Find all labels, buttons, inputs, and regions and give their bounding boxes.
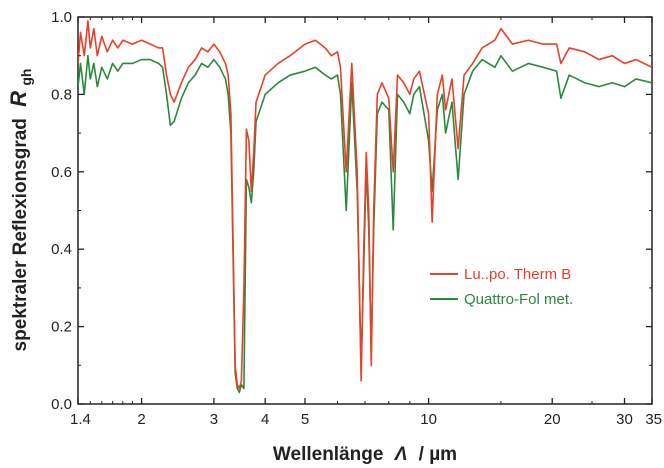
- x-tick-label: 1.4: [70, 411, 91, 428]
- x-tick-label: 30: [616, 411, 633, 428]
- y-axis-title: spektraler Reflexionsgrad R gh: [6, 69, 34, 352]
- series-line-0: [78, 20, 652, 390]
- x-tick-label: 3: [210, 411, 218, 428]
- y-tick-label: 1.0: [51, 9, 72, 26]
- x-tick-label: 4: [261, 411, 269, 428]
- x-tick-label: 10: [420, 411, 437, 428]
- y-tick-label: 0.0: [51, 396, 72, 413]
- tick-layer: 0.0 0.2 0.4 0.6 0.8 1.0 1.4 2 3 4 5 10 20 30 35: [51, 9, 662, 428]
- plot-area: 0.0 0.2 0.4 0.6 0.8 1.0 1.4 2 3 4 5 10 20 30 35: [51, 9, 662, 428]
- svg-text:spektraler Reflexionsgrad: spektraler Reflexionsgrad R gh: [6, 69, 34, 352]
- x-tick-label: 2: [137, 411, 145, 428]
- x-tick-label: 5: [301, 411, 309, 428]
- x-axis-unit: / µm: [419, 444, 457, 465]
- x-tick-label: 20: [544, 411, 561, 428]
- legend-label-1: Quattro-Fol met.: [464, 291, 573, 308]
- svg-text:Wellenlänge Λ / µm: Wellenlänge Λ / µm: [273, 444, 457, 465]
- y-tick-label: 0.6: [51, 164, 72, 181]
- series-layer: [78, 20, 652, 394]
- y-tick-label: 0.8: [51, 86, 72, 103]
- x-tick-label: 35: [645, 411, 662, 428]
- x-axis-symbol: Λ: [394, 444, 408, 465]
- y-axis-subscript: gh: [18, 69, 34, 86]
- series-line-1: [78, 54, 652, 394]
- y-axis-label-text: spektraler Reflexionsgrad: [10, 118, 31, 351]
- x-axis-label-text: Wellenlänge: [273, 444, 384, 465]
- y-tick-label: 0.4: [51, 241, 72, 258]
- y-tick-label: 0.2: [51, 319, 72, 336]
- y-axis-symbol: R: [6, 91, 31, 107]
- legend-label-0: Lu..po. Therm B: [464, 266, 571, 283]
- legend: Lu..po. Therm B Quattro-Fol met.: [430, 266, 573, 308]
- x-axis-title: Wellenlänge Λ / µm: [273, 444, 457, 465]
